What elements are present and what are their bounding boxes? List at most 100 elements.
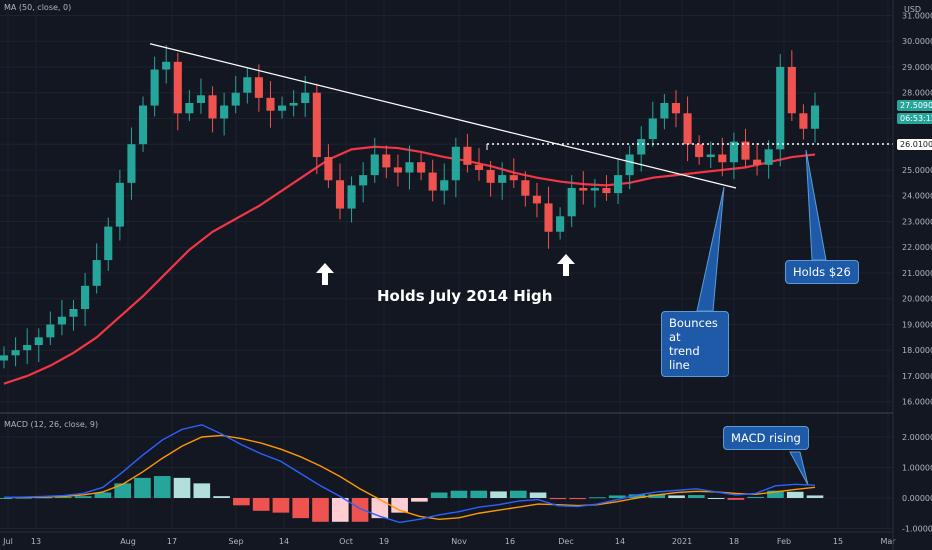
candle — [625, 154, 634, 176]
candle — [648, 118, 657, 140]
x-tick-label: Jul — [2, 537, 13, 546]
level-tag: 26.01000 — [897, 139, 932, 150]
macd-histogram-bar — [569, 498, 586, 500]
y-tick-label: 16.00000 — [902, 398, 932, 407]
x-tick-label: Oct — [339, 537, 353, 546]
candle — [729, 141, 738, 163]
y-tick-label: 28.00000 — [902, 89, 932, 98]
candle — [787, 66, 796, 114]
x-tick-label: 13 — [31, 537, 41, 546]
candle — [590, 187, 599, 191]
macd-histogram-bar — [470, 490, 488, 498]
callout-line: Bounces at — [669, 316, 718, 344]
x-tick-label: 14 — [279, 537, 289, 546]
x-tick-label: Sep — [228, 537, 243, 546]
y-tick-label: 24.00000 — [902, 192, 932, 201]
macd-histogram-bar — [233, 498, 250, 506]
x-tick-label: 2021 — [672, 537, 692, 546]
macd-histogram-bar — [252, 498, 270, 511]
macd-histogram-bar — [668, 495, 685, 498]
candle — [69, 309, 78, 317]
macd-histogram-bar — [767, 490, 784, 498]
candle — [671, 103, 681, 114]
signal-series-line — [4, 434, 816, 521]
drawing-layer[interactable] — [149, 43, 893, 486]
candle — [46, 324, 55, 338]
macd-histogram-bar — [608, 495, 626, 498]
x-tick-label: Aug — [120, 537, 136, 546]
macd-histogram-bar — [490, 491, 507, 498]
bounces-callout[interactable]: Bounces at trend line — [661, 311, 729, 377]
candle — [301, 92, 310, 103]
callout-line: trend line — [669, 344, 700, 372]
candle — [440, 180, 449, 191]
candle — [0, 355, 9, 361]
holds-july-high-annotation[interactable]: Holds July 2014 High — [377, 287, 553, 305]
macd-histogram-bar — [134, 477, 151, 498]
candle — [428, 172, 437, 191]
macd-callout-pointer — [789, 451, 809, 486]
macd-indicator-label[interactable]: MACD (12, 26, close, 9) — [4, 420, 99, 429]
up-arrow-icon[interactable] — [315, 262, 335, 290]
y-tick-label: 0.00000 — [902, 494, 932, 503]
candle — [173, 61, 182, 114]
candle — [799, 113, 808, 129]
candle — [231, 92, 240, 106]
macd-histogram-bar — [0, 498, 13, 499]
x-tick-label: 18 — [729, 537, 739, 546]
macd-histogram-bar — [114, 483, 131, 498]
candle — [81, 285, 90, 309]
macd-histogram-bar — [806, 495, 824, 498]
macd-histogram-bar — [55, 496, 72, 498]
x-tick-label: 14 — [615, 537, 625, 546]
macd-histogram-bar — [312, 498, 329, 522]
candle — [556, 216, 565, 232]
candle — [509, 175, 518, 181]
y-tick-label: 2.00000 — [902, 433, 932, 442]
candle — [185, 103, 194, 114]
macd-histogram-bar — [430, 492, 448, 498]
y-tick-label: 31.00000 — [902, 11, 932, 20]
ma-indicator-label[interactable]: MA (50, close, 0) — [4, 3, 72, 12]
candle — [162, 61, 171, 70]
candle — [613, 175, 623, 194]
up-arrow-icon[interactable] — [556, 253, 576, 281]
macd-histogram-bar — [727, 498, 745, 500]
candle — [567, 187, 576, 217]
x-tick-label: 16 — [505, 537, 515, 546]
macd-series-line — [3, 424, 816, 524]
candle — [741, 141, 750, 160]
macd-histogram-bar — [391, 498, 408, 513]
macd-rising-callout[interactable]: MACD rising — [723, 426, 809, 450]
candle — [370, 154, 379, 176]
candle — [104, 226, 113, 261]
y-tick-label: 22.00000 — [902, 243, 932, 252]
macd-histogram-bar — [173, 477, 191, 498]
macd-histogram-bar — [331, 498, 349, 522]
candle — [382, 154, 391, 168]
x-tick-label: Nov — [451, 537, 467, 546]
y-tick-label: 23.00000 — [902, 217, 932, 226]
candle — [115, 182, 124, 227]
candle — [57, 316, 66, 325]
y-tick-label: 1.00000 — [902, 464, 932, 473]
candle — [764, 149, 773, 165]
y-tick-label: 17.00000 — [902, 372, 932, 381]
candle — [150, 69, 159, 106]
macd-histogram-bar — [74, 496, 92, 498]
candle — [220, 105, 229, 119]
y-tick-label: 20.00000 — [902, 295, 932, 304]
macd-histogram-bar — [628, 494, 646, 498]
candle — [718, 154, 727, 163]
candle — [312, 92, 321, 158]
candle — [23, 345, 32, 351]
holds-26-callout[interactable]: Holds $26 — [785, 260, 859, 284]
candle — [602, 187, 611, 194]
candle — [243, 77, 252, 93]
candle — [463, 146, 472, 165]
candle — [753, 159, 762, 165]
candle — [544, 203, 553, 232]
candle — [776, 66, 785, 150]
